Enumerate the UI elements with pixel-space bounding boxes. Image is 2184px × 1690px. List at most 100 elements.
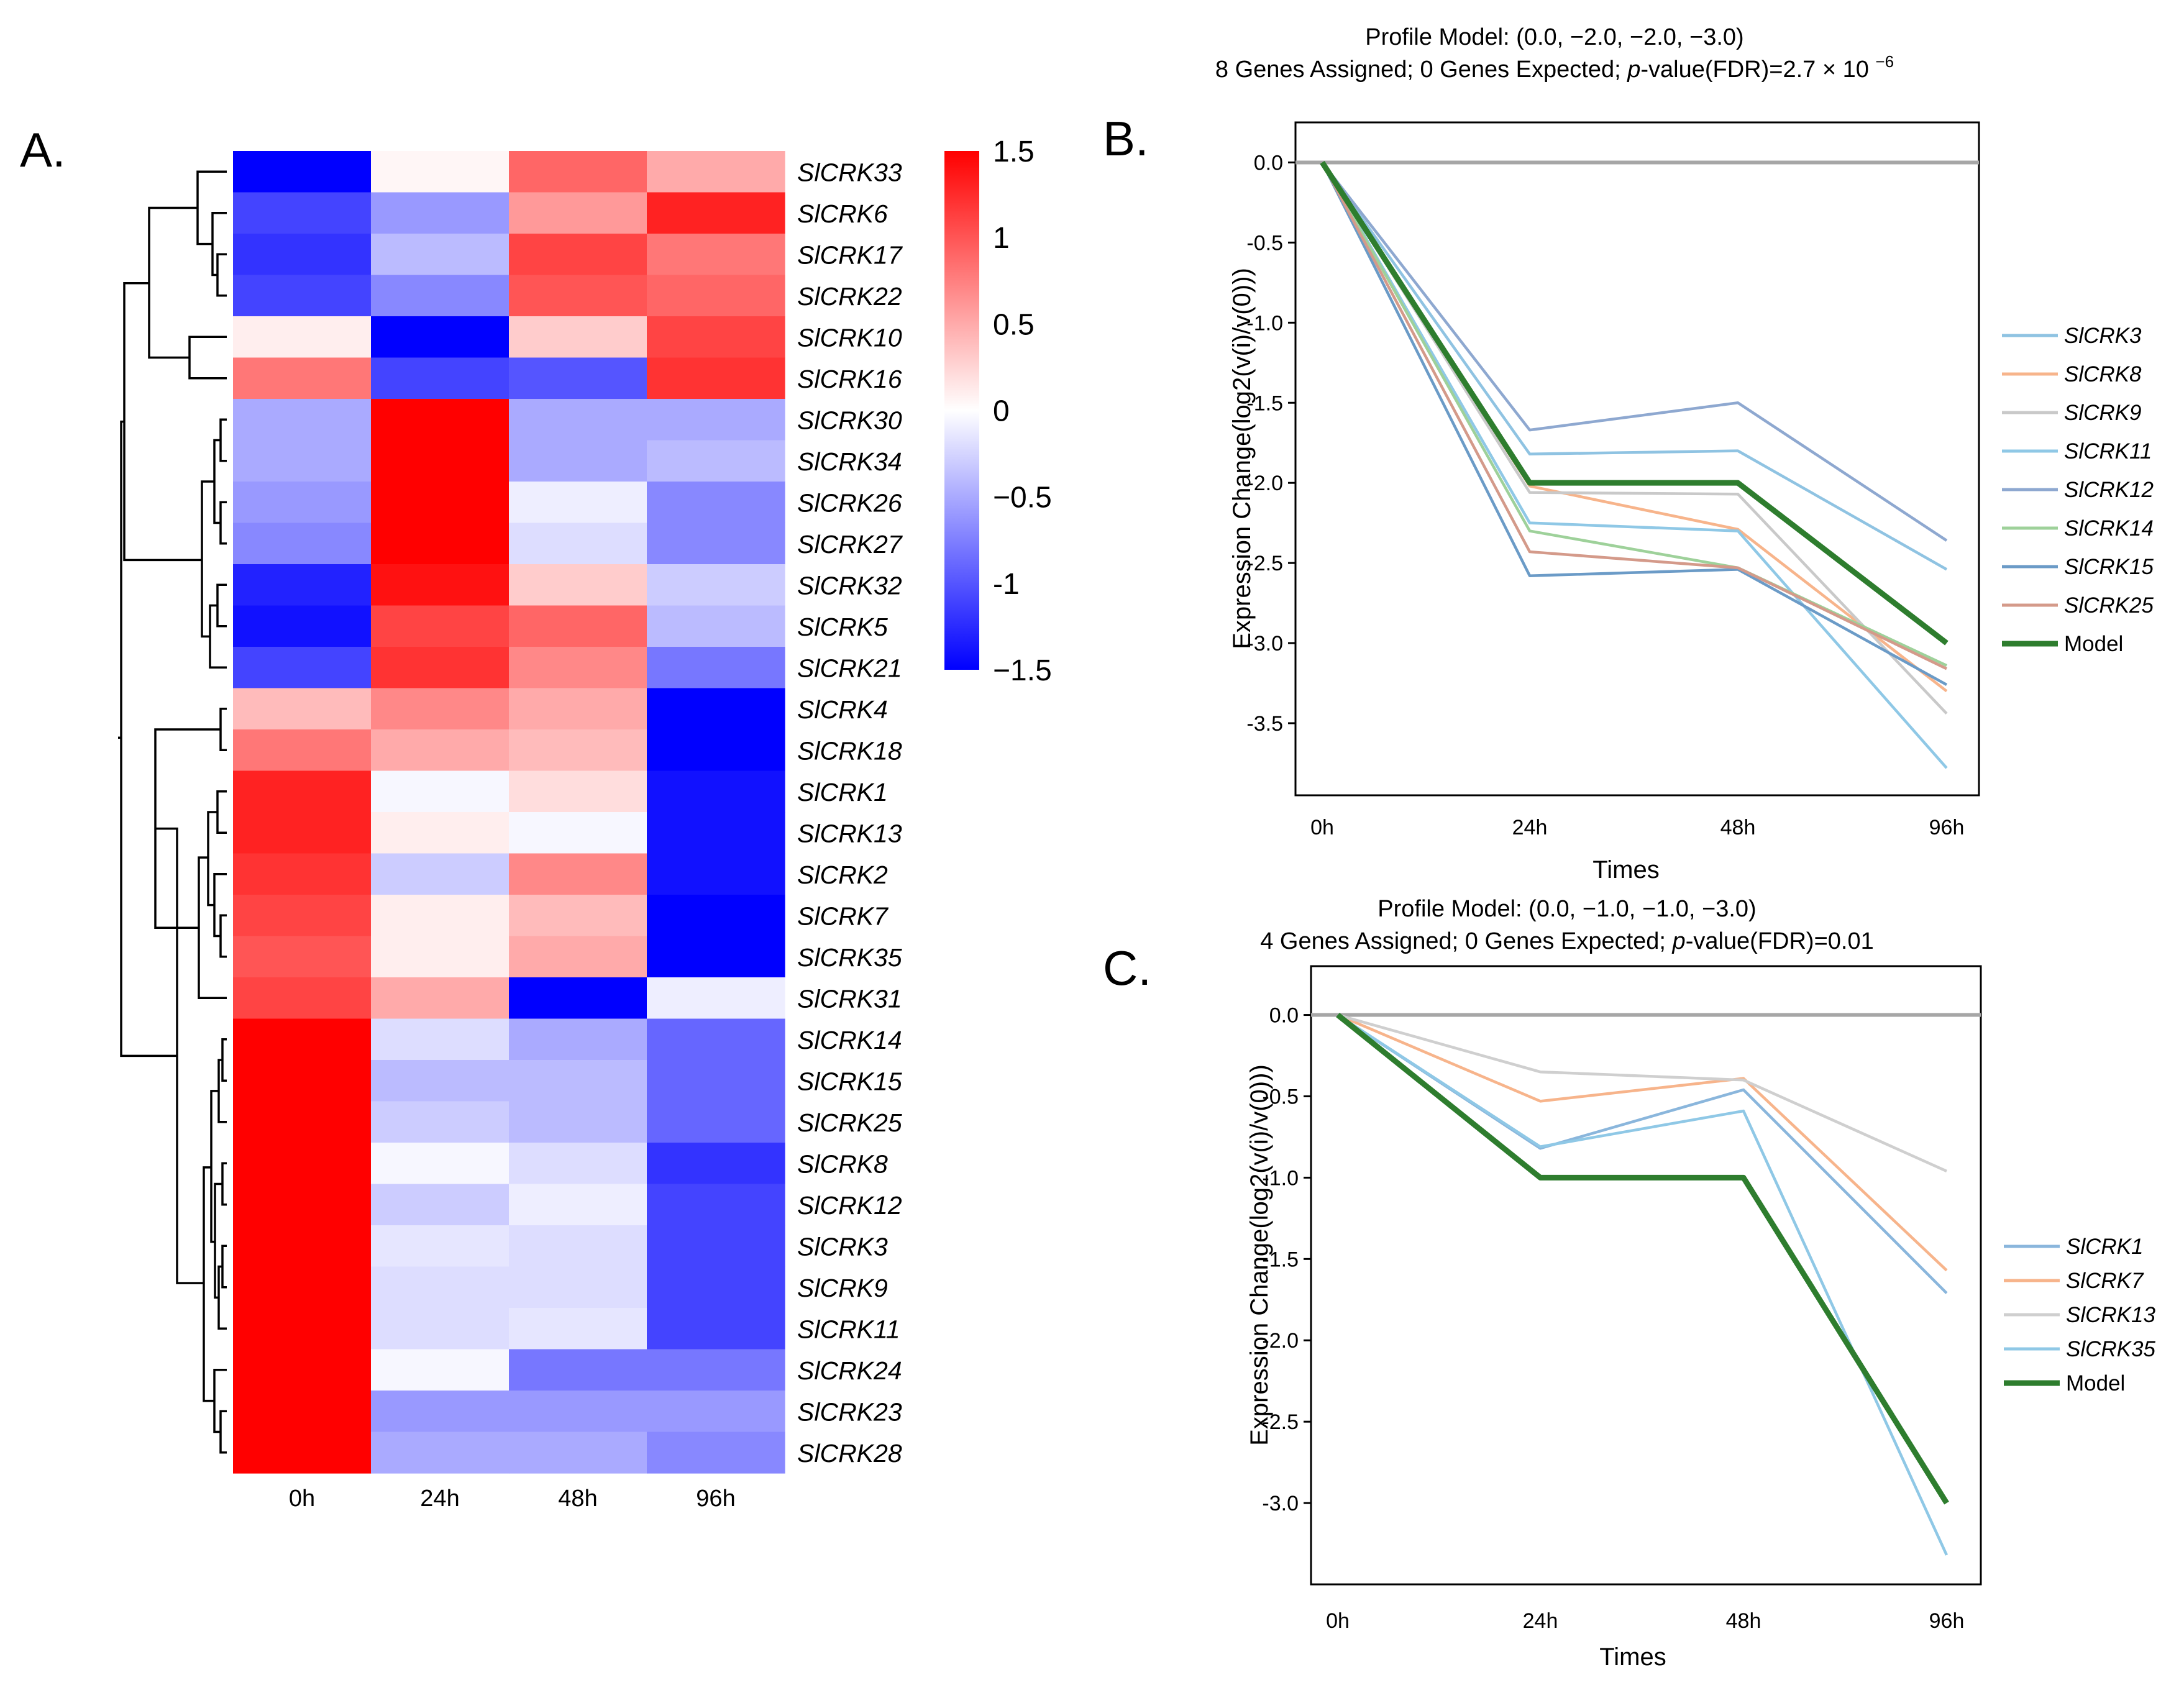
heatmap-row-label: SlCRK28	[797, 1439, 902, 1468]
chart-c-plot-area	[1310, 965, 1982, 1586]
panel-letter-c: C.	[1103, 941, 1151, 995]
heatmap-cell-slcrk7-96h	[647, 895, 785, 937]
heatmap-cell-slcrk3-48h	[509, 1225, 647, 1268]
dendrogram-branch	[120, 420, 177, 1057]
dendrogram-branch	[221, 1245, 227, 1289]
line-chart-c: Profile Model: (0.0, −1.0, −1.0, −3.0) 4…	[1246, 896, 2155, 1671]
heatmap-cell-slcrk35-48h	[509, 936, 647, 978]
heatmap-cell-slcrk28-48h	[509, 1432, 647, 1474]
chart-b-ylabel: Expression Change(log2(v(i)/v(0)))	[1228, 268, 1256, 649]
heatmap-cell-slcrk1-0h	[233, 770, 372, 813]
chart-b-title-line1: Profile Model: (0.0, −2.0, −2.0, −3.0)	[1365, 24, 1743, 50]
heatmap-cell-slcrk9-0h	[233, 1266, 372, 1309]
heatmap-cell-slcrk23-48h	[509, 1391, 647, 1433]
heatmap-cell-slcrk12-24h	[371, 1184, 509, 1226]
dendrogram-branch	[203, 1166, 214, 1402]
chart-c-legend-label: SlCRK13	[2066, 1303, 2155, 1327]
chart-b-ytick-label: -1.0	[1246, 311, 1283, 335]
heatmap-cell-slcrk25-96h	[647, 1101, 785, 1143]
chart-b-xlabel: Times	[1592, 856, 1659, 884]
heatmap-cell-slcrk35-0h	[233, 936, 372, 978]
heatmap-row-label: SlCRK34	[797, 447, 902, 476]
heatmap-cell-slcrk2-0h	[233, 853, 372, 895]
chart-b-ytick-label: -3.5	[1246, 712, 1283, 736]
chart-b-legend-label: SlCRK25	[2064, 593, 2154, 618]
heatmap-cell-slcrk21-24h	[371, 647, 509, 689]
dendrogram-branch	[216, 583, 227, 628]
heatmap-row-label: SlCRK4	[797, 695, 888, 724]
heatmap-cell-slcrk1-24h	[371, 770, 509, 813]
chart-b-ytick-label: 0.0	[1254, 151, 1283, 175]
heatmap-row-label: SlCRK6	[797, 199, 888, 228]
heatmap-row-label: SlCRK35	[797, 943, 902, 972]
heatmap-cell-slcrk27-48h	[509, 523, 647, 565]
colorbar-ticks: 1.5 1 0.5 0 −0.5 -1 −1.5	[993, 135, 1052, 687]
chart-b-ytick-label: -0.5	[1246, 231, 1283, 255]
heatmap-cell-slcrk25-24h	[371, 1101, 509, 1143]
chart-b-title-line2: 8 Genes Assigned; 0 Genes Expected; p-va…	[1215, 52, 1894, 83]
heatmap-cell-slcrk8-0h	[233, 1143, 372, 1185]
chart-b-series-slcrk11	[1321, 162, 1948, 769]
heatmap-cell-slcrk11-0h	[233, 1308, 372, 1350]
heatmap-panel: SlCRK33SlCRK6SlCRK17SlCRK22SlCRK10SlCRK1…	[118, 135, 1052, 1512]
heatmap-cell-slcrk15-48h	[509, 1060, 647, 1102]
chart-c-ytick-label: -1.5	[1262, 1248, 1299, 1271]
chart-b-series-slcrk15	[1320, 162, 1948, 687]
chart-b-ytick-label: -1.5	[1246, 391, 1283, 415]
chart-b-legend-label: SlCRK15	[2064, 555, 2154, 579]
heatmap-cell-slcrk7-24h	[371, 895, 509, 937]
chart-c-xtick-label: 0h	[1326, 1609, 1350, 1633]
heatmap-cell-slcrk7-48h	[509, 895, 647, 937]
heatmap-column-label: 0h	[289, 1486, 315, 1512]
chart-b-series-slcrk9	[1321, 162, 1948, 715]
heatmap-row-label: SlCRK32	[797, 571, 902, 600]
heatmap-cell-slcrk14-48h	[509, 1018, 647, 1061]
heatmap-row-label: SlCRK27	[797, 530, 903, 559]
heatmap-row-label: SlCRK16	[797, 365, 902, 393]
chart-b-legend-label: SlCRK14	[2064, 516, 2154, 541]
heatmap-cell-slcrk22-48h	[509, 275, 647, 317]
chart-b-legend-label: SlCRK9	[2064, 401, 2141, 425]
heatmap-row-label: SlCRK25	[797, 1108, 902, 1137]
dendrogram-branch	[219, 1410, 227, 1454]
heatmap-row-label: SlCRK15	[797, 1067, 902, 1095]
dendrogram-branch	[221, 1162, 227, 1206]
heatmap-cell-slcrk6-24h	[371, 192, 509, 234]
heatmap-cell-slcrk5-48h	[509, 605, 647, 647]
panel-letter-b: B.	[1103, 111, 1149, 166]
dendrogram-branch	[219, 914, 227, 958]
heatmap-cell-slcrk24-0h	[233, 1349, 372, 1391]
heatmap-cell-slcrk22-96h	[647, 275, 785, 317]
chart-c-ytick-label: -2.5	[1262, 1410, 1299, 1434]
chart-b-series-slcrk3	[1321, 162, 1948, 571]
chart-b-legend-label: Model	[2064, 632, 2123, 656]
heatmap-row-label: SlCRK2	[797, 861, 888, 889]
chart-b-ytick-label: -3.0	[1246, 632, 1283, 655]
chart-c-series-model	[1336, 1013, 1949, 1505]
chart-c-legend-label: Model	[2066, 1371, 2125, 1395]
line-chart-b: Profile Model: (0.0, −2.0, −2.0, −3.0) 8…	[1215, 24, 2154, 884]
heatmap-cell-slcrk12-48h	[509, 1184, 647, 1226]
dendrogram-branch	[201, 480, 214, 638]
heatmap-cell-slcrk9-96h	[647, 1266, 785, 1309]
heatmap-cell-slcrk8-96h	[647, 1143, 785, 1185]
heatmap-row-label: SlCRK30	[797, 406, 902, 434]
heatmap-row-label: SlCRK23	[797, 1397, 902, 1426]
heatmap-row-labels: SlCRK33 SlCRK6 SlCRK17 SlCRK22 SlCRK10 SlCRK1…	[797, 158, 903, 1468]
heatmap-cell-slcrk3-96h	[647, 1225, 785, 1268]
heatmap-cell-slcrk23-0h	[233, 1391, 372, 1433]
heatmap-cell-slcrk16-24h	[371, 357, 509, 400]
colorbar-tick-label: 0	[993, 395, 1010, 428]
heatmap-cell-slcrk34-0h	[233, 440, 372, 482]
heatmap-cell-slcrk18-24h	[371, 729, 509, 772]
heatmap-row-label: SlCRK17	[797, 240, 903, 269]
heatmap-row-label: SlCRK5	[797, 613, 888, 641]
heatmap-row-label: SlCRK11	[797, 1315, 900, 1343]
heatmap-cell-slcrk25-48h	[509, 1101, 647, 1143]
colorbar-tick-label: -1	[993, 568, 1020, 601]
chart-b-legend-label: SlCRK12	[2064, 478, 2154, 502]
heatmap-row-label: SlCRK10	[797, 323, 902, 352]
heatmap-cell-slcrk27-0h	[233, 523, 372, 565]
chart-c-series-slcrk7	[1337, 1013, 1948, 1272]
chart-b-series-slcrk25	[1321, 162, 1947, 670]
